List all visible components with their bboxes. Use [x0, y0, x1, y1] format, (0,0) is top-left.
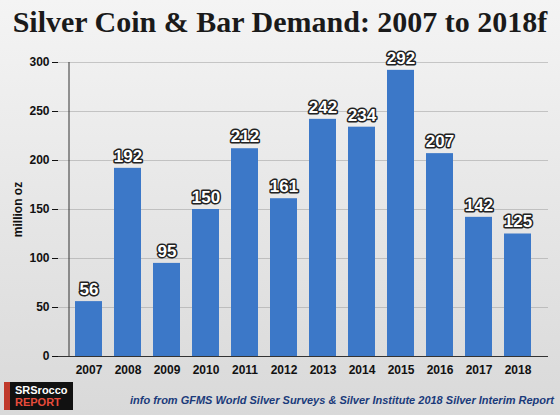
svg-text:212: 212 — [231, 127, 259, 146]
svg-text:242: 242 — [309, 98, 337, 117]
svg-text:150: 150 — [29, 202, 49, 216]
svg-text:2013: 2013 — [310, 363, 337, 377]
svg-text:2017: 2017 — [466, 363, 493, 377]
svg-text:200: 200 — [29, 153, 49, 167]
svg-text:2014: 2014 — [349, 363, 376, 377]
svg-text:2016: 2016 — [427, 363, 454, 377]
svg-text:100: 100 — [29, 251, 49, 265]
svg-text:0: 0 — [43, 349, 50, 363]
svg-text:192: 192 — [114, 147, 142, 166]
svg-text:2012: 2012 — [271, 363, 298, 377]
svg-text:250: 250 — [29, 104, 49, 118]
svg-text:2010: 2010 — [193, 363, 220, 377]
svg-text:million oz: million oz — [11, 182, 25, 237]
svg-text:2015: 2015 — [388, 363, 415, 377]
html-text:info from GFMS World Silver Su: info from GFMS World Silver Surveys & Si… — [130, 394, 554, 406]
svg-text:161: 161 — [270, 177, 298, 196]
svg-text:142: 142 — [465, 196, 493, 215]
svg-text:2018: 2018 — [505, 363, 532, 377]
svg-text:207: 207 — [426, 132, 454, 151]
html-text:REPORT: REPORT — [15, 396, 61, 408]
svg-text:125: 125 — [504, 212, 532, 231]
html-text:SRSrocco: SRSrocco — [15, 384, 68, 396]
svg-text:56: 56 — [80, 280, 99, 299]
svg-text:2011: 2011 — [232, 363, 258, 377]
svg-text:234: 234 — [348, 106, 377, 125]
svg-text:95: 95 — [158, 242, 177, 261]
svg-text:150: 150 — [192, 188, 220, 207]
svg-text:300: 300 — [29, 55, 49, 69]
svg-text:292: 292 — [387, 49, 415, 68]
svg-text:2008: 2008 — [115, 363, 142, 377]
svg-text:2007: 2007 — [76, 363, 103, 377]
html-text:Silver Coin & Bar Demand: 2007: Silver Coin & Bar Demand: 2007 to 2018f — [12, 5, 548, 38]
svg-text:2009: 2009 — [154, 363, 181, 377]
svg-text:50: 50 — [36, 300, 50, 314]
